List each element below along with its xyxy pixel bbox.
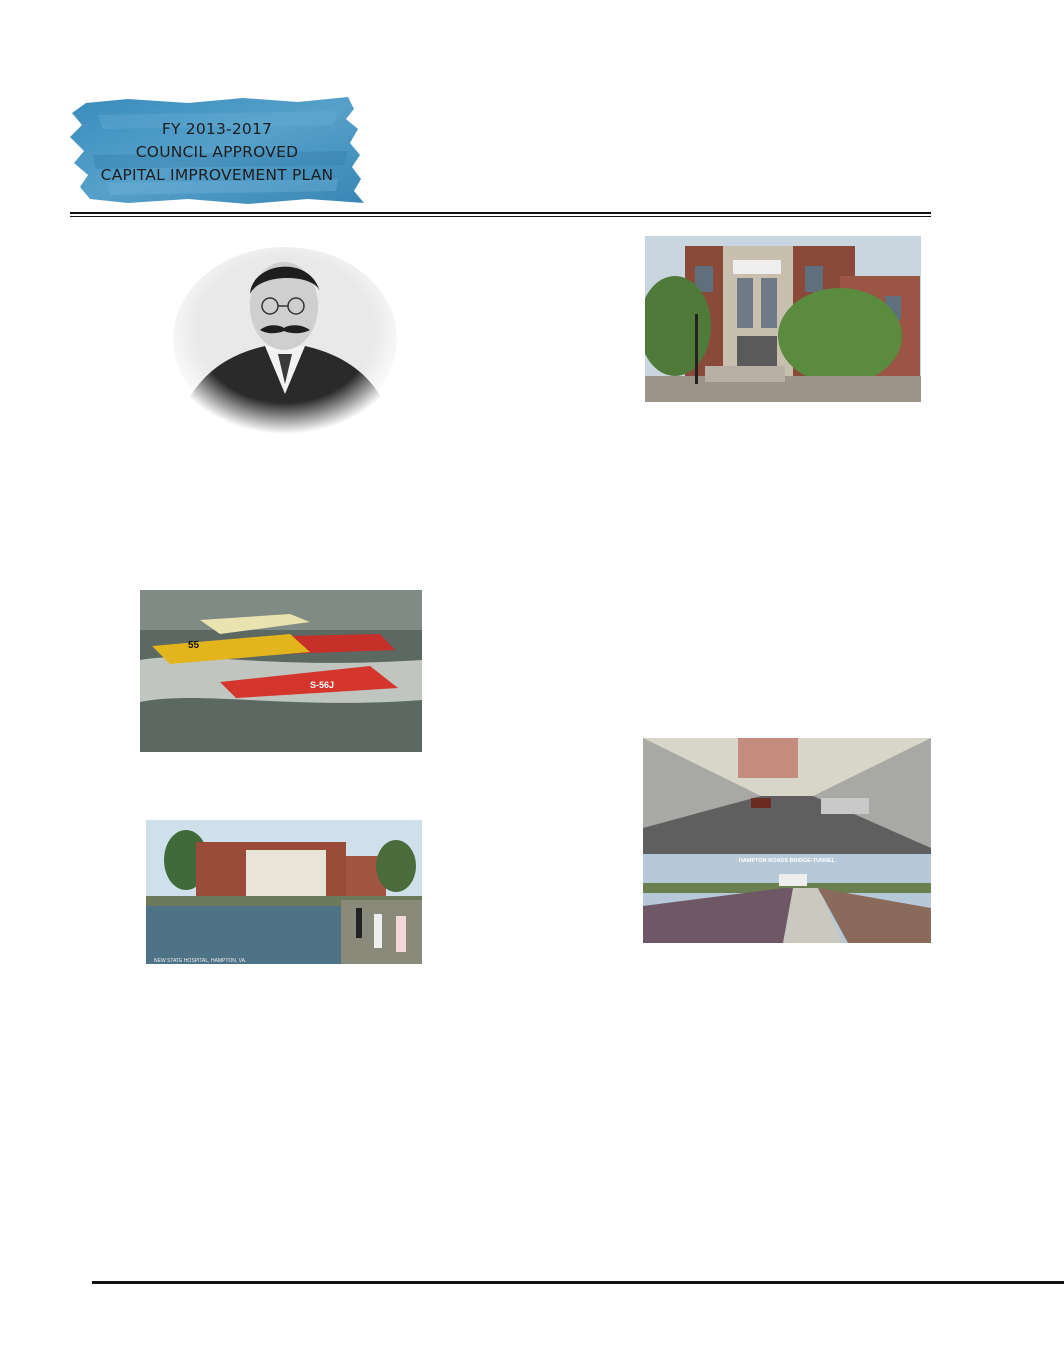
watercolor-brush-stroke	[70, 97, 364, 204]
footer-rule	[92, 1281, 1064, 1284]
bridge-tunnel-image: HAMPTON ROADS BRIDGE-TUNNEL	[643, 738, 931, 943]
banner-line-plan-title: CAPITAL IMPROVEMENT PLAN	[100, 166, 334, 184]
header-banner: FY 2013-2017 COUNCIL APPROVED CAPITAL IM…	[68, 95, 366, 207]
banner-line-council-approved: COUNCIL APPROVED	[135, 143, 299, 161]
boat-number-yellow: 55	[188, 640, 200, 651]
header-rule	[70, 212, 931, 214]
tunnel-postcard-caption: HAMPTON ROADS BRIDGE-TUNNEL	[739, 858, 836, 864]
hydroplane-race-image: 55 S-56J	[140, 590, 422, 752]
brick-building-image	[645, 236, 921, 402]
header-rule-thin	[70, 216, 931, 217]
portrait-engraving-image	[170, 244, 400, 434]
hospital-postcard-caption: NEW STATE HOSPITAL, HAMPTON, VA.	[154, 958, 246, 964]
banner-line-fiscal-years: FY 2013-2017	[161, 120, 273, 138]
boat-number-red: S-56J	[310, 680, 334, 690]
hospital-postcard-image: NEW STATE HOSPITAL, HAMPTON, VA.	[146, 820, 422, 964]
